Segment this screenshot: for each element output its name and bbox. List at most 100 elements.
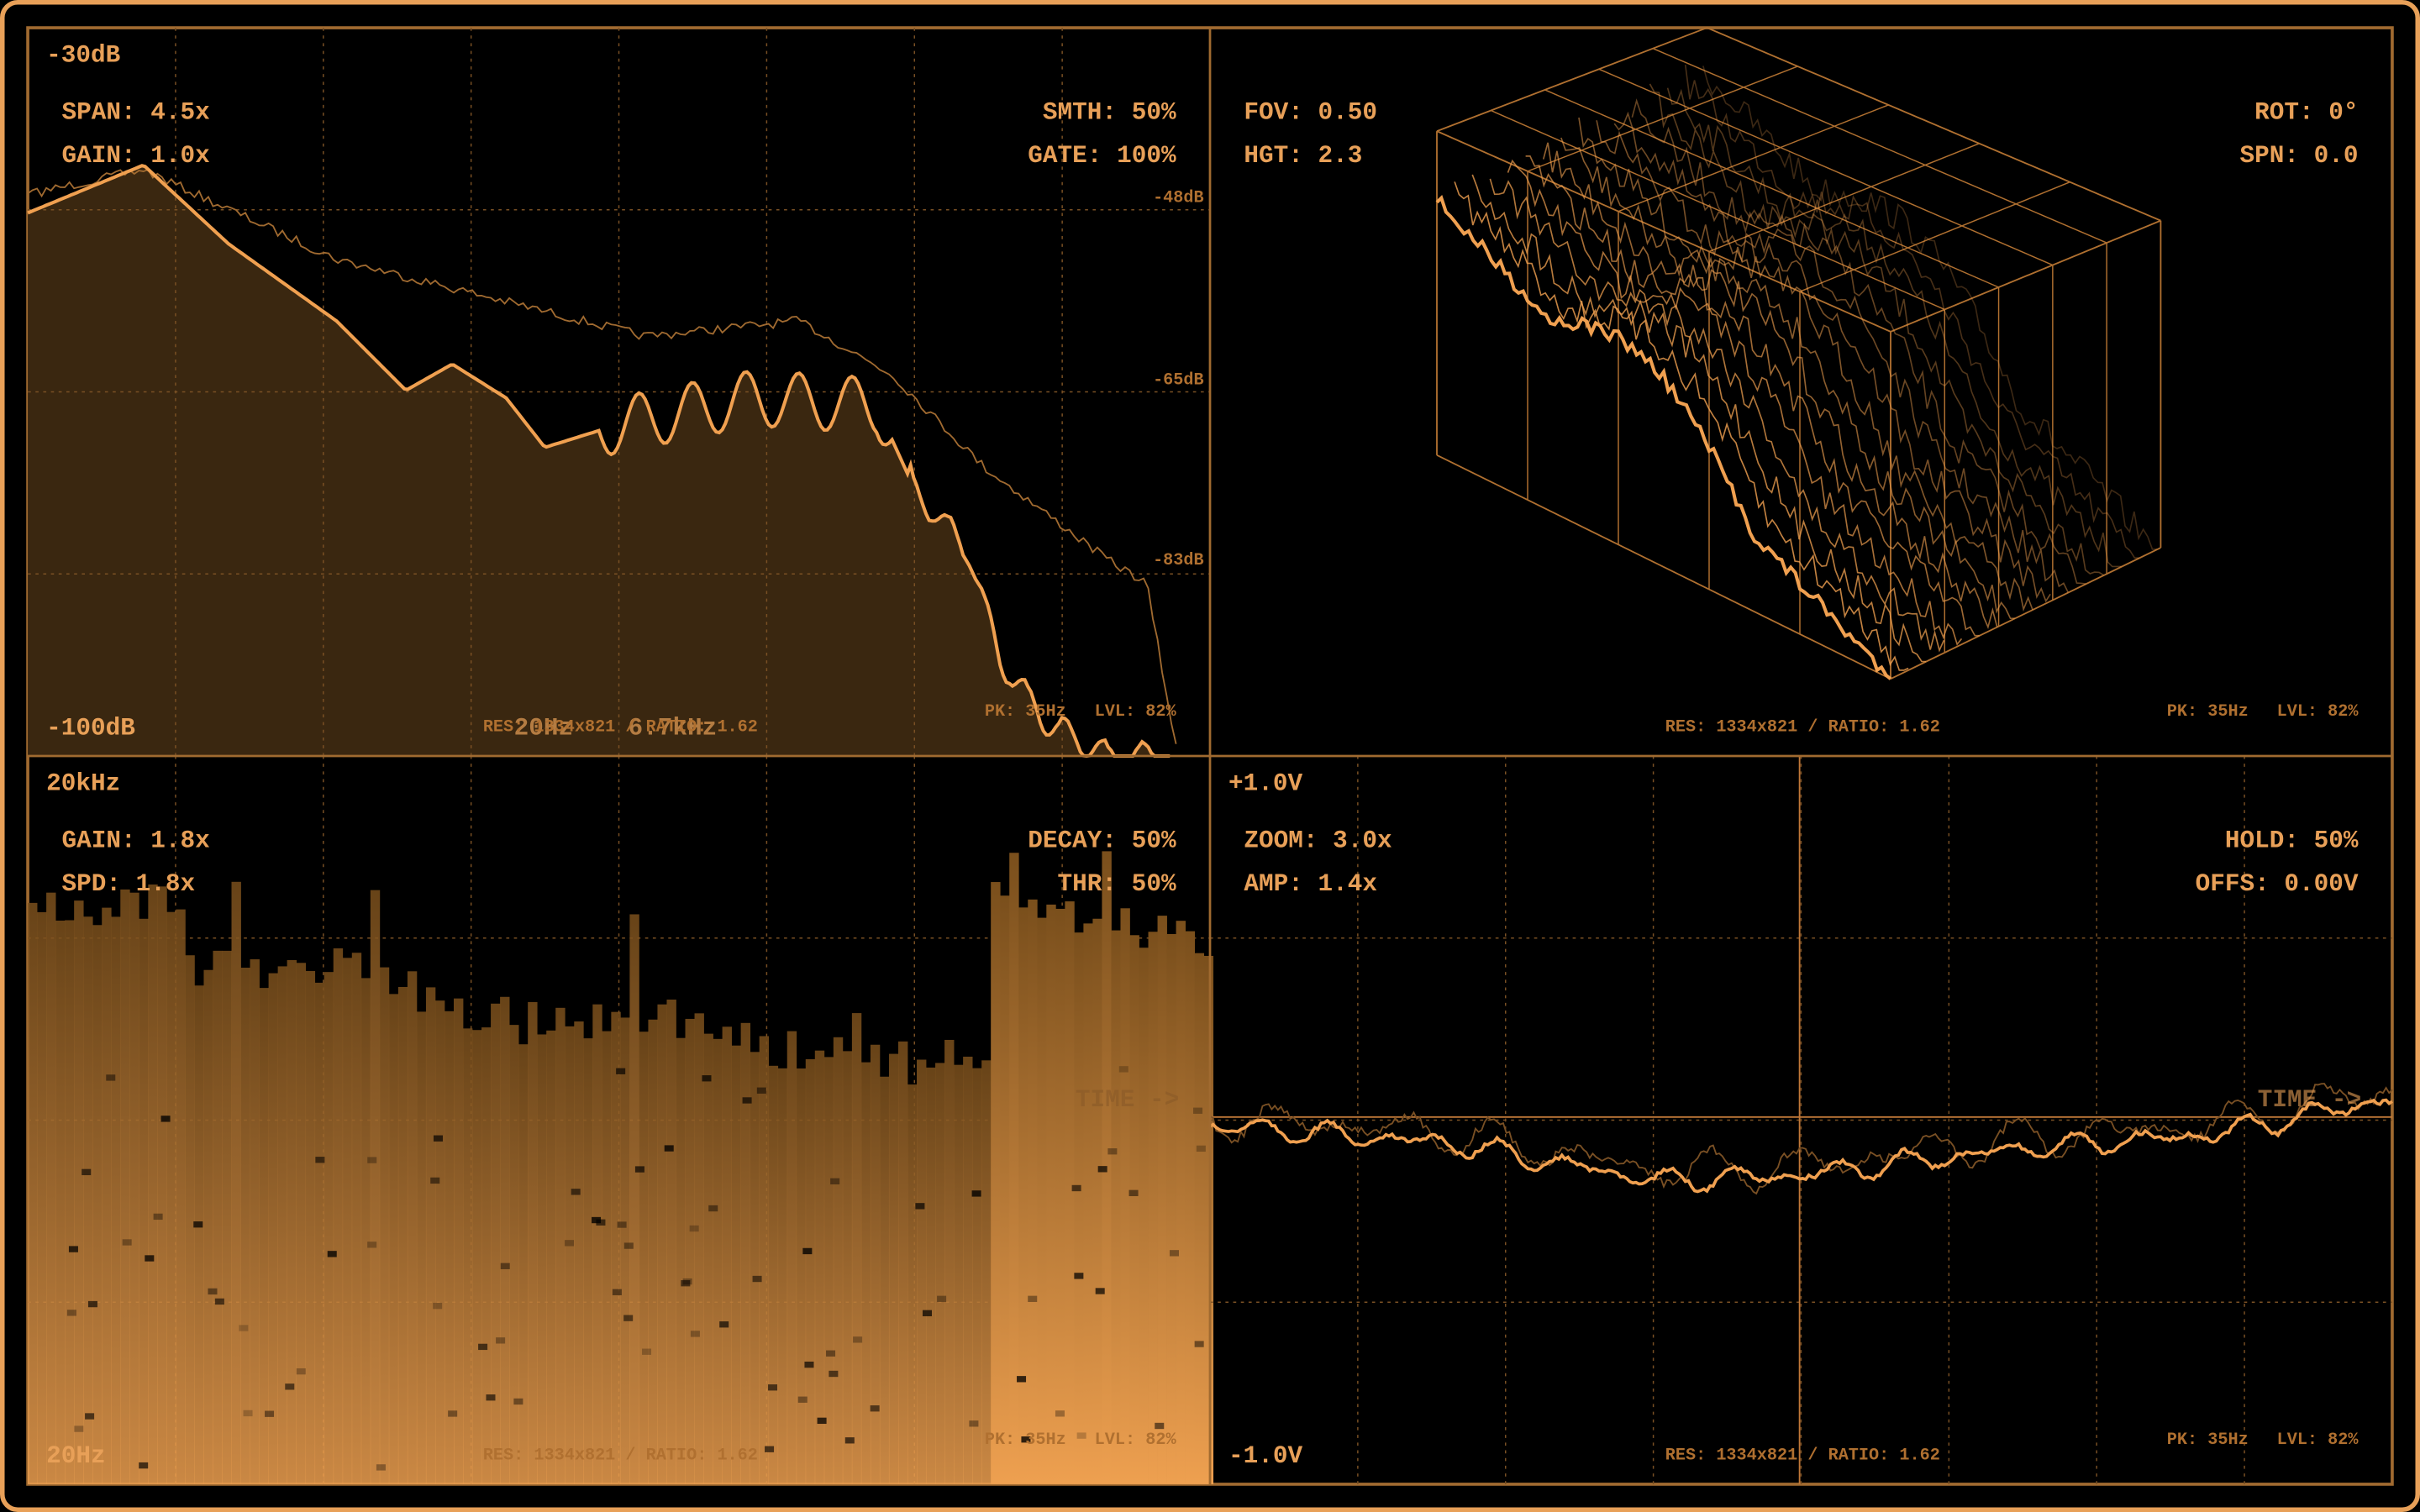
overlay-label: TIME -> xyxy=(2258,1086,2361,1114)
spectrogram-column xyxy=(768,1065,779,1484)
spectrogram-cell xyxy=(376,1464,386,1471)
spectrogram-column xyxy=(740,1022,751,1484)
spectrogram-column xyxy=(268,973,278,1484)
peak-label: PK: 35Hz xyxy=(2167,702,2249,722)
spectrogram-column xyxy=(46,892,56,1484)
spectrogram-cell xyxy=(160,1116,171,1122)
scale-label: -65dB xyxy=(1153,370,1204,390)
spectrogram-column xyxy=(148,884,158,1484)
waterfall-trace xyxy=(1596,120,2051,603)
spectrogram-cell xyxy=(1128,1189,1139,1196)
waterfall-trace xyxy=(1560,137,2015,619)
spectrogram-column xyxy=(972,1068,982,1484)
spectrogram-column xyxy=(574,1021,584,1484)
spectrogram-cell xyxy=(285,1383,295,1390)
box-grid xyxy=(1490,109,1945,311)
spectrogram-column xyxy=(92,925,103,1484)
spectrogram-cell xyxy=(153,1213,163,1221)
spectrogram-column xyxy=(1028,899,1038,1484)
spectrogram-column xyxy=(370,890,381,1484)
spectrogram-column xyxy=(472,1030,482,1484)
spectrogram-column xyxy=(388,994,399,1484)
spectrogram-column xyxy=(213,950,223,1484)
spectrogram-cell xyxy=(139,1462,149,1469)
spectrogram-column xyxy=(518,1044,529,1484)
level-label: LVL: 82% xyxy=(1095,1431,1177,1450)
spectrogram-cell xyxy=(106,1074,116,1081)
spectrogram-column xyxy=(500,996,510,1484)
spectrogram-column xyxy=(963,1056,973,1484)
spectrogram-column xyxy=(111,916,121,1484)
corner-label-bottom: -1.0V xyxy=(1228,1442,1303,1470)
spectrogram-column xyxy=(333,948,344,1484)
spectrogram-column xyxy=(620,1017,630,1484)
box-edge xyxy=(1436,27,1707,132)
spectrogram-column xyxy=(1111,930,1121,1484)
spectrogram-column xyxy=(74,900,84,1484)
spectrogram-column xyxy=(629,914,639,1484)
spectrogram-column xyxy=(287,959,297,1484)
spectrogram-column xyxy=(185,955,195,1484)
spectrogram-cell xyxy=(1118,1066,1128,1073)
peak-label: PK: 35Hz xyxy=(985,702,1066,722)
spectrogram-cell xyxy=(564,1240,574,1247)
spectrogram-column xyxy=(666,999,676,1484)
spectrogram-cell xyxy=(623,1242,634,1249)
spectrogram-column xyxy=(1185,931,1195,1484)
spectrogram-column xyxy=(944,1039,955,1484)
spectrogram-column xyxy=(491,1003,501,1484)
spectrogram-column xyxy=(231,881,241,1484)
waterfall-trace xyxy=(1507,159,1963,646)
spectrogram-cell xyxy=(768,1384,778,1391)
spectrogram-column xyxy=(277,966,287,1484)
spectrogram-column xyxy=(537,1034,547,1484)
spectrogram-column xyxy=(796,1068,807,1484)
spectrogram-cell xyxy=(85,1413,95,1420)
spectrogram-column xyxy=(879,1076,890,1484)
spectrogram-column xyxy=(555,1007,566,1484)
spectrogram-column xyxy=(657,1004,667,1484)
spectrogram-column xyxy=(713,1038,723,1484)
spectrogram-cell xyxy=(971,1190,981,1197)
param-left: AMP: 1.4x xyxy=(1244,870,1377,898)
param-right: HOLD: 50% xyxy=(2225,827,2359,854)
waterfall-trace xyxy=(1454,181,1909,671)
spectrogram-cell xyxy=(922,1310,932,1316)
spectrogram-cell xyxy=(702,1075,712,1082)
spectrogram-cell xyxy=(634,1166,644,1173)
spectrogram-cell xyxy=(817,1417,827,1425)
peak-label: PK: 35Hz xyxy=(2167,1431,2249,1450)
spectrogram-column xyxy=(305,970,316,1484)
spectrogram-cell xyxy=(1055,1410,1065,1417)
param-left: ZOOM: 3.0x xyxy=(1244,827,1392,854)
spectrogram-column xyxy=(129,892,139,1484)
spectrogram-column xyxy=(259,988,269,1484)
waterfall-trace xyxy=(1435,194,1892,680)
status-label: RES: 1334x821 / RATIO: 1.62 xyxy=(483,718,758,738)
spectrogram-cell xyxy=(969,1420,979,1427)
spectrogram-cell xyxy=(1021,1436,1031,1443)
waterfall-trace xyxy=(1578,117,2033,612)
spectrogram-cell xyxy=(853,1336,863,1343)
scope-trace xyxy=(1208,1098,2393,1194)
spectrogram-cell xyxy=(68,1246,78,1252)
spectrogram-column xyxy=(194,985,204,1484)
spectrogram-column xyxy=(648,1019,658,1484)
spectrogram-cell xyxy=(145,1255,155,1262)
spectrogram-cell xyxy=(844,1437,855,1444)
spectrogram-cell xyxy=(682,1278,692,1285)
spectrogram-cell xyxy=(690,1331,700,1337)
spectrogram-column xyxy=(851,1013,862,1484)
spectrogram-column xyxy=(240,968,250,1484)
spectrogram-cell xyxy=(513,1398,523,1405)
spectrogram-column xyxy=(379,967,390,1484)
spectrogram-column xyxy=(897,1041,908,1484)
waterfall-trace xyxy=(1489,178,1945,653)
spectrogram-cell xyxy=(681,1280,691,1287)
spectrogram-column xyxy=(991,882,1001,1484)
waterfall-trace xyxy=(1649,83,2104,576)
spectrogram-cell xyxy=(315,1157,325,1163)
spectrogram-column xyxy=(1157,916,1167,1484)
level-label: LVL: 82% xyxy=(1095,702,1177,722)
